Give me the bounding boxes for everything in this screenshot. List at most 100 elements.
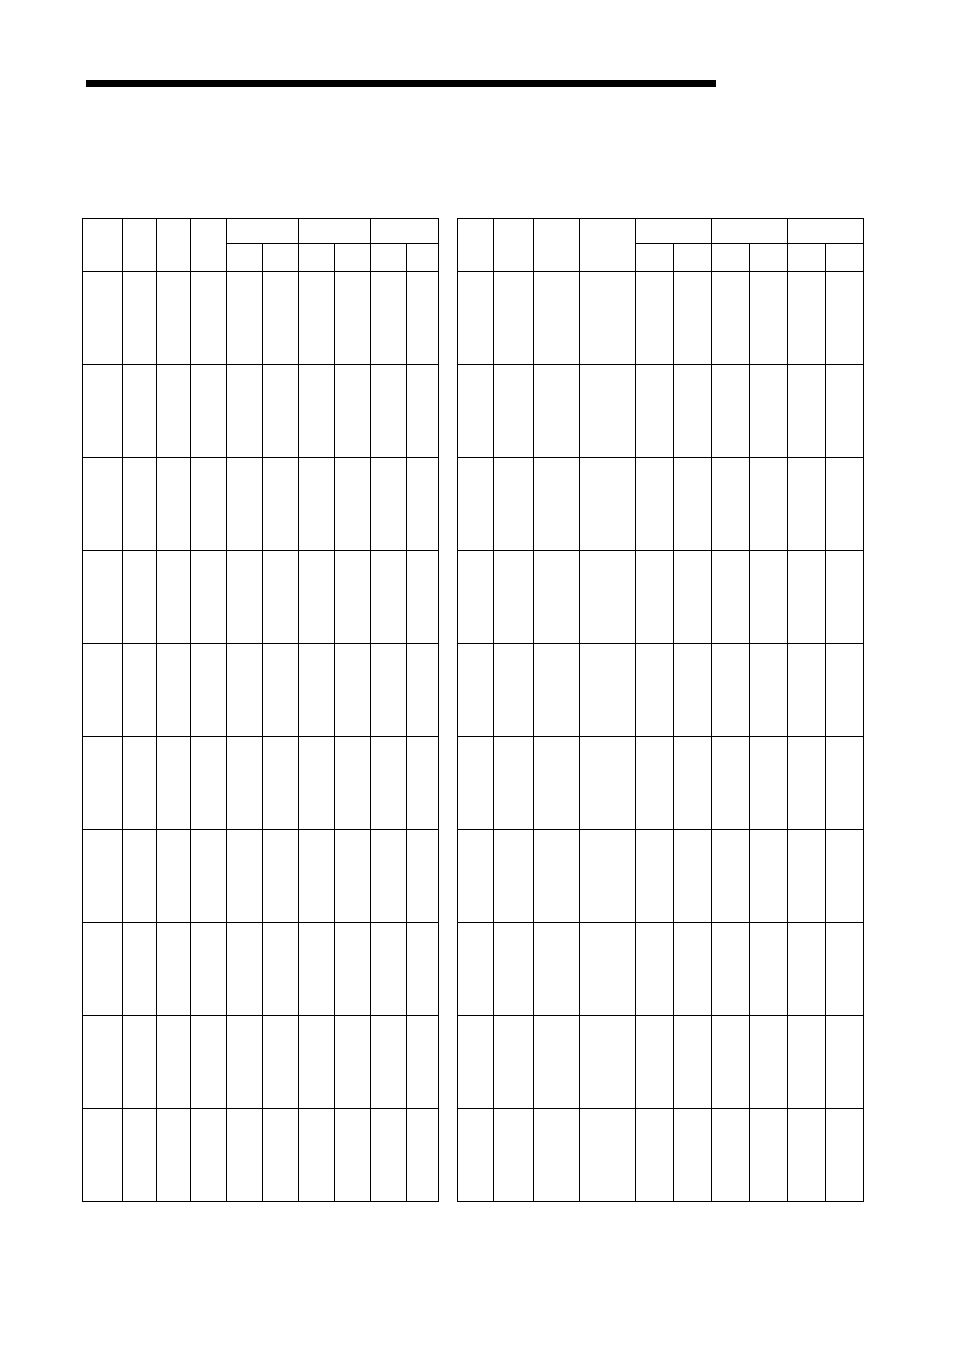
col-subheader <box>636 244 674 272</box>
left-table-body <box>83 272 439 1202</box>
table-cell <box>299 272 335 365</box>
table-cell <box>123 830 157 923</box>
table-cell <box>534 1109 580 1202</box>
table-cell <box>299 737 335 830</box>
table-cell <box>826 1016 864 1109</box>
table-cell <box>335 365 371 458</box>
table-cell <box>123 1109 157 1202</box>
table-cell <box>299 365 335 458</box>
col-subheader <box>227 244 263 272</box>
col-subheader <box>788 244 826 272</box>
table-cell <box>191 644 227 737</box>
table-cell <box>263 458 299 551</box>
col-header-group <box>371 219 439 244</box>
table-cell <box>123 458 157 551</box>
table-cell <box>227 551 263 644</box>
table-cell <box>826 737 864 830</box>
table-cell <box>335 551 371 644</box>
table-cell <box>157 737 191 830</box>
table-cell <box>335 830 371 923</box>
table-cell <box>534 551 580 644</box>
table-cell <box>299 923 335 1016</box>
table-cell <box>494 365 534 458</box>
table-row <box>83 272 439 365</box>
table-cell <box>407 923 439 1016</box>
table-cell <box>750 272 788 365</box>
table-cell <box>580 365 636 458</box>
table-cell <box>636 365 674 458</box>
col-subheader <box>712 244 750 272</box>
col-subheader <box>826 244 864 272</box>
table-cell <box>157 923 191 1016</box>
table-row <box>83 737 439 830</box>
table-cell <box>157 551 191 644</box>
table-cell <box>494 551 534 644</box>
table-cell <box>83 923 123 1016</box>
table-cell <box>674 272 712 365</box>
table-cell <box>826 458 864 551</box>
table-cell <box>83 551 123 644</box>
table-cell <box>263 644 299 737</box>
table-cell <box>674 737 712 830</box>
table-cell <box>458 737 494 830</box>
table-cell <box>227 272 263 365</box>
table-cell <box>371 644 407 737</box>
table-cell <box>750 365 788 458</box>
table-cell <box>712 737 750 830</box>
table-cell <box>534 1016 580 1109</box>
table-cell <box>191 830 227 923</box>
col-header-group <box>299 219 371 244</box>
table-cell <box>750 1016 788 1109</box>
table-cell <box>494 1109 534 1202</box>
table-cell <box>299 830 335 923</box>
table-cell <box>83 1016 123 1109</box>
col-header-group <box>636 219 712 244</box>
table-cell <box>750 458 788 551</box>
table-cell <box>788 644 826 737</box>
table-cell <box>580 830 636 923</box>
col-subheader <box>407 244 439 272</box>
table-cell <box>674 365 712 458</box>
table-cell <box>157 458 191 551</box>
table-cell <box>636 830 674 923</box>
table-cell <box>123 365 157 458</box>
table-cell <box>299 458 335 551</box>
table-cell <box>191 1016 227 1109</box>
table-cell <box>826 644 864 737</box>
table-cell <box>494 737 534 830</box>
table-cell <box>458 923 494 1016</box>
col-header <box>494 219 534 272</box>
table-row <box>458 272 864 365</box>
table-cell <box>335 644 371 737</box>
header-row-1 <box>458 219 864 244</box>
table-cell <box>580 1109 636 1202</box>
table-row <box>458 551 864 644</box>
col-header <box>123 219 157 272</box>
table-row <box>83 365 439 458</box>
table-cell <box>227 1016 263 1109</box>
table-cell <box>123 551 157 644</box>
table-cell <box>826 830 864 923</box>
table-row <box>458 1016 864 1109</box>
table-cell <box>407 1109 439 1202</box>
table-row <box>458 830 864 923</box>
col-subheader <box>335 244 371 272</box>
table-cell <box>712 1109 750 1202</box>
table-row <box>83 644 439 737</box>
table-cell <box>123 737 157 830</box>
table-cell <box>712 923 750 1016</box>
left-table-head <box>83 219 439 272</box>
table-cell <box>534 458 580 551</box>
table-row <box>83 1109 439 1202</box>
table-cell <box>263 830 299 923</box>
table-cell <box>227 458 263 551</box>
table-cell <box>788 272 826 365</box>
table-cell <box>788 830 826 923</box>
table-cell <box>299 1109 335 1202</box>
table-cell <box>580 458 636 551</box>
tables-container <box>82 218 872 1202</box>
table-cell <box>458 272 494 365</box>
col-subheader <box>674 244 712 272</box>
table-cell <box>674 923 712 1016</box>
table-cell <box>712 830 750 923</box>
